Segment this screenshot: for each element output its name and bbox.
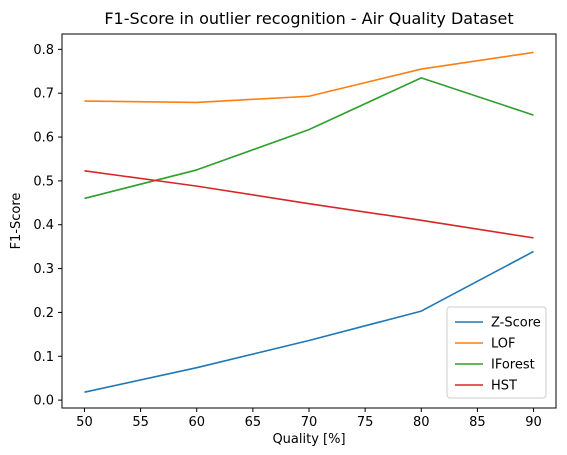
y-tick-label: 0.0 [33,394,54,409]
y-tick-label: 0.3 [33,262,54,277]
x-tick-label: 75 [357,415,374,430]
x-tick-label: 80 [413,415,430,430]
series-line-iforest [84,77,534,200]
y-tick-label: 0.8 [33,43,54,58]
y-tick-label: 0.4 [33,218,54,233]
y-axis-label: F1-Score [9,193,24,250]
y-tick-label: 0.6 [33,131,54,146]
x-tick-label: 65 [245,415,262,430]
y-tick-label: 0.1 [33,350,54,365]
legend-box [446,306,547,399]
x-tick-label: 60 [188,415,205,430]
series-line-z-score [84,250,534,393]
series-line-lof [84,51,534,104]
y-axis: 0.0 0.1 0.2 0.3 0.4 0.5 0.6 0.7 0.8 [33,43,62,409]
x-axis-label: Quality [%] [272,432,345,447]
legend-label: HST [491,379,517,394]
chart-title: F1-Score in outlier recognition - Air Qu… [104,9,513,28]
x-tick-label: 85 [469,415,486,430]
legend-label: LOF [491,337,516,352]
x-tick-label: 55 [132,415,149,430]
legend-label: Z-Score [491,316,541,331]
series-layer [84,51,534,393]
x-tick-label: 50 [76,415,93,430]
x-tick-label: 70 [301,415,318,430]
legend-label: IForest [491,358,535,373]
series-line-hst [84,170,534,239]
legend: Z-Score LOF IForest HST [446,306,547,399]
y-tick-label: 0.5 [33,174,54,189]
x-axis: 50 55 60 65 70 75 80 85 90 [76,408,542,430]
y-tick-label: 0.2 [33,306,54,321]
y-tick-label: 0.7 [33,87,54,102]
x-tick-label: 90 [525,415,542,430]
